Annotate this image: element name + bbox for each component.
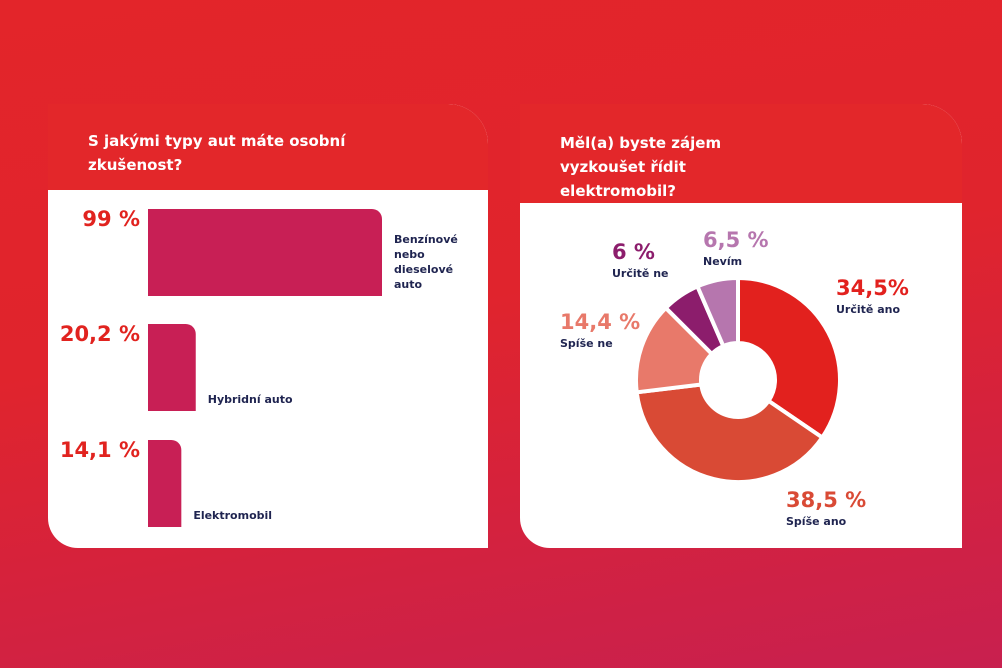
value-label: 99 % — [82, 207, 140, 231]
donut-slice — [695, 276, 740, 349]
donut-slice — [736, 276, 842, 440]
donut-slice — [634, 382, 825, 484]
category-label: Hybridní auto — [207, 393, 293, 406]
value-label: 6 % — [612, 240, 655, 264]
value-label: 20,2 % — [59, 322, 140, 346]
value-label: 38,5 % — [786, 488, 867, 512]
chart-title: S jakými typy aut máte osobní zkušenost? — [88, 132, 346, 174]
chart-title: Měl(a) byste zájem vyzkoušet řídit elekt… — [560, 134, 722, 200]
category-label: Určitě ne — [612, 267, 669, 280]
category-label: Nevím — [703, 255, 743, 268]
category-label: Spíše ne — [560, 337, 613, 350]
bar — [148, 209, 382, 296]
card-header — [48, 104, 488, 190]
card-header — [520, 104, 962, 203]
bar — [148, 440, 182, 527]
category-label: Elektromobil — [193, 509, 273, 522]
category-label: Spíše ano — [786, 515, 847, 528]
bar — [148, 324, 196, 411]
value-label: 34,5% — [836, 276, 909, 300]
value-label: 14,1 % — [59, 438, 140, 462]
category-label: Určitě ano — [836, 303, 901, 316]
value-label: 6,5 % — [703, 228, 769, 252]
value-label: 14,4 % — [560, 310, 641, 334]
category-label: Benzínové nebo dieselové auto — [394, 233, 458, 291]
